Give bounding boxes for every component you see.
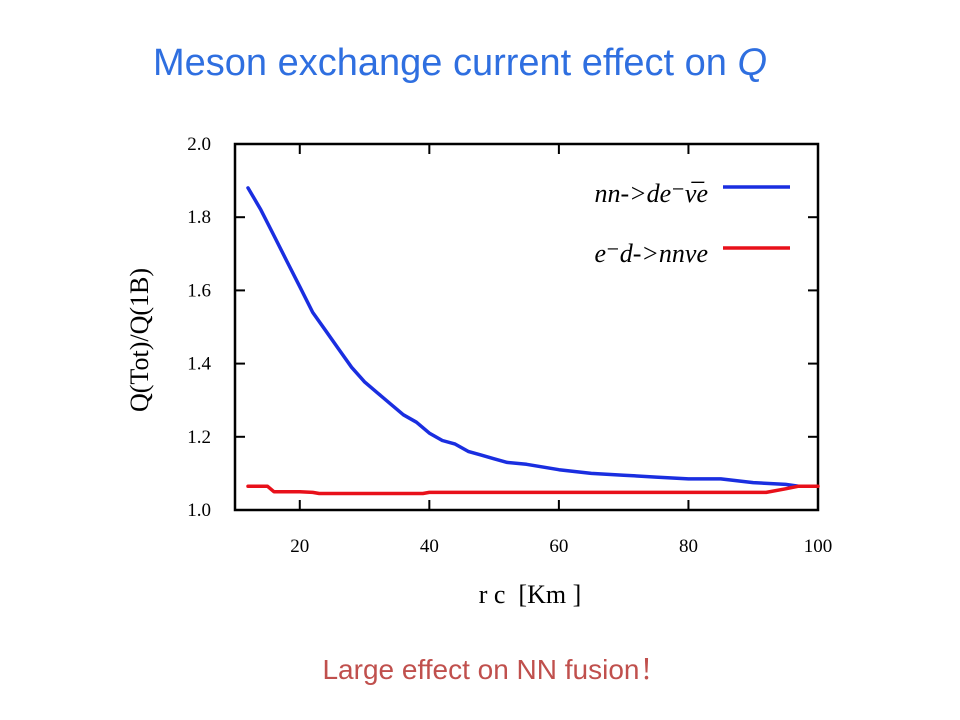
- legend-label-ed-nn: e⁻d->nnνe: [594, 239, 708, 268]
- y-tick-label-1: 1.2: [187, 427, 211, 448]
- series-lines: [246, 186, 820, 496]
- x-tick-label-3: 80: [679, 536, 698, 557]
- y-tick-label-4: 1.8: [187, 207, 211, 228]
- series-line-0: [246, 186, 801, 488]
- y-tick-label-0: 1.0: [187, 500, 211, 521]
- plot-frame: [233, 142, 820, 512]
- x-tick-label-2: 60: [549, 536, 568, 557]
- y-tick-label-5: 2.0: [187, 134, 211, 155]
- slide-title-variable: Q: [737, 42, 767, 84]
- x-tick-label-4: 100: [804, 536, 833, 557]
- x-axis-label: r c [Km ]: [479, 580, 582, 609]
- y-tick-label-3: 1.6: [187, 280, 211, 301]
- x-tick-label-1: 40: [420, 536, 439, 557]
- y-tick-label-2: 1.4: [187, 354, 211, 375]
- slide-subtitle: Large effect on NN fusion！: [322, 654, 668, 685]
- y-axis-label: Q(Tot)/Q(1B): [125, 268, 154, 412]
- slide-title-main: Meson exchange current effect on: [153, 42, 738, 84]
- tick-marks: [235, 143, 819, 511]
- x-tick-label-0: 20: [290, 536, 309, 557]
- slide-title: Meson exchange current effect on Q: [0, 42, 920, 85]
- x-tick-labels: 20 40 60 80 100: [290, 536, 832, 557]
- legend: nn->de⁻ν̅e e⁻d->nnνe: [594, 179, 790, 268]
- series-line-1: [246, 484, 820, 496]
- legend-label-nn-de: nn->de⁻ν̅e: [594, 179, 708, 208]
- y-tick-labels: 1.0 1.2 1.4 1.6 1.8 2.0: [187, 134, 211, 521]
